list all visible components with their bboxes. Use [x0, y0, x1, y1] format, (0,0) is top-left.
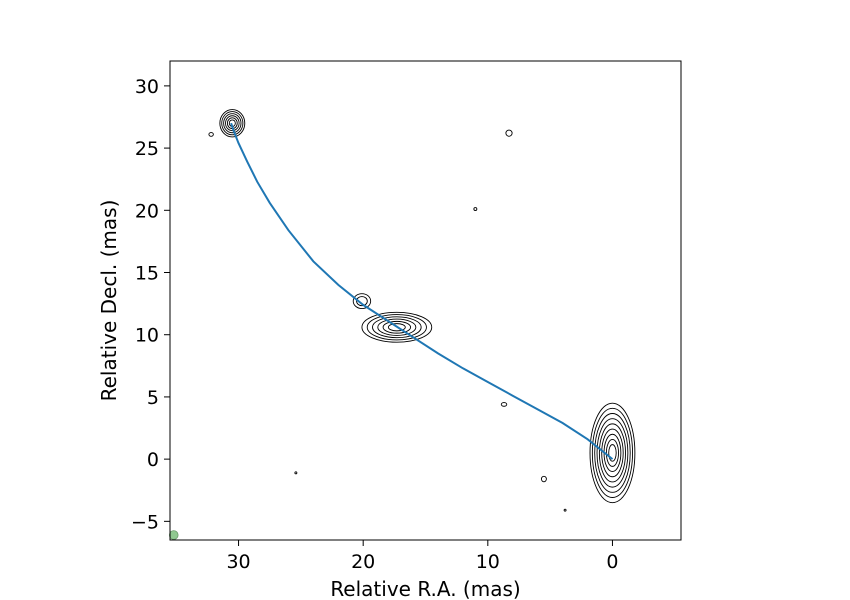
- knot-contours: [219, 109, 246, 138]
- x-tick-label: 20: [351, 551, 375, 573]
- contour-level: [473, 207, 478, 211]
- contour-level: [563, 508, 567, 512]
- contour-level: [598, 423, 626, 483]
- x-tick-label: 30: [226, 551, 250, 573]
- plot-area: [168, 109, 636, 540]
- y-tick-label: 0: [147, 449, 159, 471]
- contour-level: [361, 311, 433, 343]
- noise-contour: [500, 402, 508, 407]
- axes: 30 20 10 0 30 25 20 15 10 5 0 −5: [131, 60, 682, 573]
- x-tick-label: 10: [476, 551, 500, 573]
- contour-level: [387, 323, 406, 332]
- y-tick-label: 10: [135, 325, 159, 347]
- knot-contours: [352, 293, 372, 310]
- contour-level: [225, 115, 240, 132]
- contour-level: [601, 428, 624, 478]
- x-axis-label: Relative R.A. (mas): [330, 577, 520, 600]
- contour-level: [382, 320, 412, 334]
- plot-frame: [169, 60, 682, 541]
- contour-level: [540, 475, 547, 483]
- contour-level: [294, 471, 298, 475]
- contour-level: [605, 438, 619, 467]
- contour-level: [352, 293, 372, 310]
- contour-level: [505, 129, 513, 137]
- noise-contour: [540, 475, 547, 483]
- contour-level: [377, 318, 417, 336]
- contour-level: [594, 413, 631, 493]
- noise-contour: [473, 207, 478, 211]
- knot-contours: [361, 311, 433, 343]
- y-tick-label: 20: [135, 200, 159, 222]
- x-tick-label: 0: [606, 551, 618, 573]
- contour-level: [500, 402, 508, 407]
- plot-clipped-group: [208, 109, 636, 512]
- contour-level: [596, 418, 629, 488]
- contour-level: [366, 314, 427, 341]
- beam-marker: [168, 530, 179, 540]
- contour-level: [372, 316, 422, 339]
- y-tick-label: 5: [147, 387, 159, 409]
- core-contours: [589, 402, 636, 504]
- contour-level: [208, 132, 214, 137]
- contour-level: [221, 111, 244, 136]
- jet-fit-line: [230, 122, 614, 460]
- noise-contour: [208, 132, 214, 137]
- y-tick-label: 15: [135, 263, 159, 285]
- y-tick-label: −5: [131, 511, 159, 533]
- contour-level: [223, 113, 242, 134]
- noise-contour: [294, 471, 298, 475]
- noise-contour: [505, 129, 513, 137]
- y-axis-label: Relative Decl. (mas): [97, 200, 121, 402]
- contour-level: [589, 402, 636, 504]
- contour-level: [608, 444, 617, 462]
- contour-level: [219, 109, 246, 138]
- contour-level: [356, 296, 368, 307]
- contour-level: [591, 407, 633, 498]
- y-tick-label: 30: [135, 76, 159, 98]
- y-tick-label: 25: [135, 138, 159, 160]
- noise-contour: [563, 508, 567, 512]
